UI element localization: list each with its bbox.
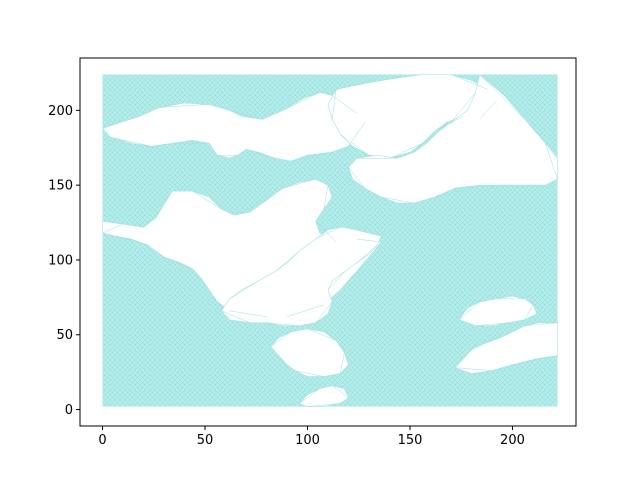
mesh-edge (315, 301, 333, 323)
mesh-edge (286, 304, 324, 318)
mesh-edge (274, 250, 300, 273)
mesh-edge (229, 310, 267, 318)
mesh-edge (192, 190, 222, 210)
y-tick-label: 50 (56, 328, 73, 343)
mesh-edge (340, 134, 370, 156)
mesh-edge (110, 137, 152, 147)
x-tick-label: 0 (98, 433, 106, 448)
mesh-edge (356, 244, 378, 264)
mesh-edge (381, 196, 415, 204)
hole-lower-small (298, 385, 349, 407)
x-tick-label: 150 (398, 433, 423, 448)
x-tick-label: 100 (295, 433, 320, 448)
mesh-edge (221, 310, 251, 324)
fans-layer (102, 74, 558, 407)
hole-lower-center (270, 328, 349, 377)
mesh-edge (348, 167, 366, 189)
mesh-edge (450, 74, 488, 90)
mesh-edge (229, 280, 259, 300)
mesh-edge (282, 178, 316, 189)
mesh-edge (291, 151, 333, 162)
mesh-edge (102, 116, 140, 129)
hole-right-mid (454, 322, 558, 374)
mesh-edge (413, 131, 439, 153)
mesh-edge (434, 184, 480, 198)
mesh-edge (233, 199, 267, 216)
mesh-edge (479, 101, 497, 120)
y-tick-label: 200 (48, 104, 73, 119)
mesh-edge (315, 220, 337, 243)
mesh-edge (282, 92, 320, 111)
mesh-edge (450, 92, 476, 123)
axes-frame (79, 57, 577, 427)
mesh-edge (545, 143, 558, 180)
mesh-edge (155, 191, 173, 219)
mesh-edge (323, 185, 329, 210)
mesh-edge (114, 235, 148, 246)
y-tick-label: 150 (48, 179, 73, 194)
mesh-edge (295, 370, 324, 377)
mesh-edge (475, 322, 509, 327)
plot-area (101, 73, 558, 407)
x-axis: 0 50 100 150 200 (98, 426, 525, 448)
hole-right-upper-mid (458, 295, 538, 327)
y-tick-label: 100 (48, 253, 73, 268)
mesh-edge (270, 331, 292, 347)
mesh-edge (159, 104, 210, 108)
mesh-edge (483, 331, 513, 344)
mesh-edge (245, 149, 275, 159)
mesh-edge (455, 367, 492, 371)
mesh-edge (454, 349, 472, 368)
mesh-edge (479, 74, 525, 120)
mesh-edge (331, 385, 349, 398)
mesh-edge (315, 226, 341, 240)
mesh-edge (229, 110, 263, 120)
mesh-edge (327, 271, 345, 291)
mesh-edge (270, 346, 288, 365)
mesh-edge (524, 322, 558, 327)
mesh-edge (200, 277, 218, 302)
mesh-edge (340, 352, 345, 374)
mesh-edge (266, 322, 300, 327)
mesh-edge (331, 89, 337, 120)
y-axis: 0 50 100 150 200 (48, 104, 80, 418)
mesh-edge (356, 238, 382, 243)
mesh-edge (163, 256, 193, 270)
mesh-edge (336, 83, 365, 90)
mesh-edge (434, 116, 464, 132)
y-tick-label: 0 (65, 403, 73, 418)
mesh-edge (102, 223, 124, 234)
mesh-edge (307, 403, 341, 407)
holes-layer (101, 73, 558, 407)
hole-right-wedge (348, 73, 558, 204)
x-tick-label: 200 (500, 433, 525, 448)
mesh-edge (389, 143, 423, 159)
mesh-edge (459, 301, 480, 320)
mesh-edge (299, 388, 320, 404)
mesh-edge (331, 95, 357, 114)
mesh-edge (307, 328, 337, 341)
x-tick-label: 50 (197, 433, 214, 448)
mesh-edge (512, 355, 558, 365)
mesh-edge (381, 74, 423, 81)
mesh-edge (524, 304, 534, 320)
mesh-edge (356, 229, 382, 237)
mesh-edge (340, 256, 370, 291)
